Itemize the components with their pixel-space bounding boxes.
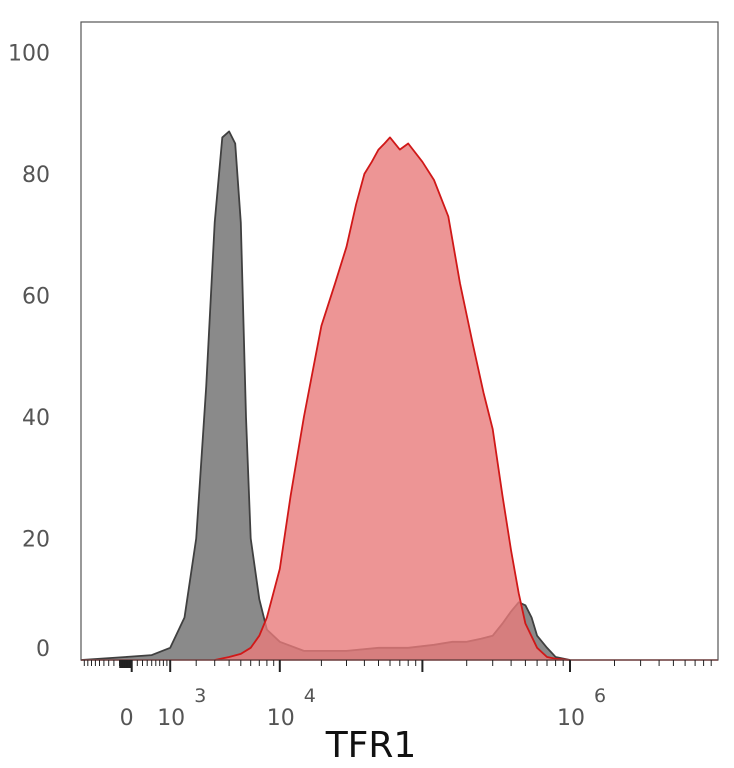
x-tick-base: 10 — [157, 706, 185, 731]
series-1-area — [81, 131, 570, 660]
x-tick-base: 0 — [120, 706, 134, 731]
x-tick-label: 0 — [120, 706, 134, 731]
x-axis: 0 10 3 10 4 10 6 — [83, 660, 712, 731]
y-tick-label: 20 — [22, 527, 50, 552]
y-axis: 0 20 40 60 80 100 — [8, 41, 50, 662]
x-tick-base: 10 — [557, 706, 585, 731]
series-layer — [80, 130, 718, 661]
x-tick-label: 10 3 — [157, 685, 206, 731]
x-tick-label: 10 6 — [557, 685, 606, 731]
series-2-line — [214, 136, 571, 661]
series-2-area — [214, 137, 570, 660]
x-tick-exponent: 6 — [594, 685, 606, 707]
x-tick-label: 10 4 — [267, 685, 316, 731]
y-tick-label: 80 — [22, 163, 50, 188]
y-tick-label: 100 — [8, 41, 50, 66]
x-tick-base: 10 — [267, 706, 295, 731]
y-tick-label: 0 — [36, 637, 50, 662]
y-tick-label: 60 — [22, 284, 50, 309]
x-tick-exponent: 3 — [194, 685, 206, 707]
x-tick-exponent: 4 — [304, 685, 316, 707]
x-axis-title: TFR1 — [325, 725, 417, 766]
y-tick-label: 40 — [22, 406, 50, 431]
